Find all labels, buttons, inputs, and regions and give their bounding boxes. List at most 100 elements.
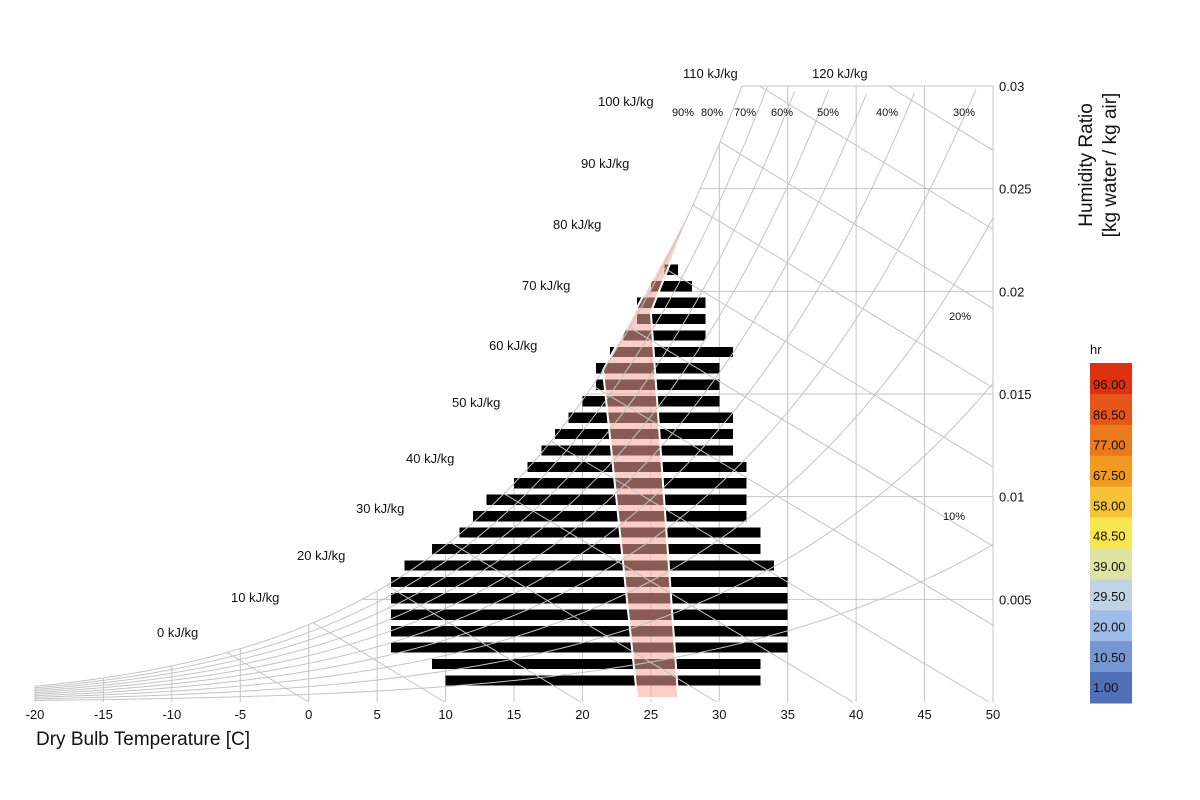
heat-cell bbox=[719, 478, 733, 489]
heat-cell bbox=[472, 593, 487, 604]
heat-cell bbox=[705, 445, 720, 456]
heat-cell bbox=[541, 642, 556, 653]
heat-cell bbox=[691, 593, 706, 604]
heat-cell bbox=[664, 363, 679, 374]
enthalpy-line bbox=[386, 585, 582, 703]
heat-cell bbox=[514, 560, 528, 571]
heat-cell bbox=[705, 363, 720, 374]
heat-cell bbox=[705, 379, 720, 390]
rh-curve bbox=[34, 217, 994, 698]
heat-cell bbox=[568, 593, 583, 604]
enthalpy-label: 100 kJ/kg bbox=[598, 94, 654, 109]
heat-cell bbox=[760, 560, 775, 571]
heat-cell bbox=[459, 675, 473, 686]
heat-cell bbox=[705, 412, 720, 423]
heat-cell bbox=[582, 494, 597, 505]
heat-cell bbox=[486, 543, 501, 555]
heat-cell bbox=[486, 560, 501, 571]
heat-cell bbox=[774, 576, 788, 588]
heat-cell bbox=[486, 593, 501, 604]
heat-cell bbox=[678, 658, 692, 670]
heat-cell bbox=[445, 560, 460, 571]
heat-cell bbox=[732, 642, 747, 653]
heat-cell bbox=[691, 313, 706, 325]
heat-cell bbox=[582, 396, 597, 407]
heat-cell bbox=[541, 494, 556, 505]
heat-cell bbox=[691, 642, 706, 653]
colorbar-title: hr bbox=[1090, 342, 1102, 357]
heat-cell bbox=[390, 593, 405, 604]
x-tick-label: 0 bbox=[305, 707, 312, 722]
heat-cell bbox=[527, 593, 542, 604]
heat-cell bbox=[719, 445, 733, 456]
heat-cell bbox=[732, 560, 747, 571]
heat-cell bbox=[732, 494, 747, 505]
colorbar-label: 39.00 bbox=[1093, 559, 1126, 574]
colorbar-segment bbox=[1090, 393, 1132, 426]
x-tick-label: 45 bbox=[917, 707, 931, 722]
heat-cell bbox=[582, 560, 597, 571]
heat-cell bbox=[609, 511, 624, 522]
heat-cell bbox=[431, 543, 446, 555]
heat-cell bbox=[719, 527, 733, 538]
heat-cell bbox=[732, 511, 747, 522]
colorbar-segment bbox=[1090, 517, 1132, 549]
enthalpy-line bbox=[629, 327, 994, 547]
heat-cell bbox=[459, 658, 473, 670]
heat-cell bbox=[678, 346, 692, 358]
heat-cell bbox=[404, 593, 419, 604]
heat-cell bbox=[664, 478, 679, 489]
colorbar-label: 29.50 bbox=[1093, 589, 1126, 604]
heat-cell bbox=[596, 626, 610, 637]
enthalpy-line bbox=[312, 622, 446, 703]
heat-cell bbox=[445, 543, 460, 555]
heat-cell bbox=[774, 626, 788, 637]
heat-cell bbox=[514, 675, 528, 686]
heat-cell bbox=[596, 445, 610, 456]
heat-cell bbox=[541, 478, 556, 489]
y-tick-label: 0.015 bbox=[999, 387, 1032, 402]
heat-cell bbox=[527, 511, 542, 522]
heat-cell bbox=[596, 527, 610, 538]
comfort-zone-band bbox=[601, 198, 697, 699]
heat-cell bbox=[541, 626, 556, 637]
enthalpy-label: 110 kJ/kg bbox=[683, 66, 738, 81]
heat-cell bbox=[555, 560, 569, 571]
heat-cell bbox=[527, 461, 542, 473]
heat-cell bbox=[582, 412, 597, 423]
heat-cell bbox=[596, 428, 610, 440]
heat-cell bbox=[691, 346, 706, 358]
enthalpy-line bbox=[662, 266, 994, 468]
heat-cell bbox=[568, 642, 583, 653]
heat-cell bbox=[514, 626, 528, 637]
heat-cell bbox=[459, 626, 473, 637]
x-tick-label: -5 bbox=[235, 707, 247, 722]
heat-cell bbox=[527, 494, 542, 505]
heat-cell bbox=[705, 494, 720, 505]
heat-cell bbox=[623, 642, 638, 653]
heat-cell bbox=[486, 642, 501, 653]
heat-cell bbox=[459, 642, 473, 653]
heat-cell bbox=[418, 593, 432, 604]
heat-cell bbox=[664, 494, 679, 505]
heat-cell bbox=[650, 313, 665, 325]
colorbar-label: 20.00 bbox=[1093, 620, 1126, 635]
heat-cell bbox=[650, 330, 665, 341]
heat-cell bbox=[500, 642, 514, 653]
heat-cell bbox=[678, 675, 692, 686]
heat-cell bbox=[732, 527, 747, 538]
y-axis-title: Humidity Ratio [kg water / kg air] bbox=[1076, 93, 1121, 238]
x-tick-label: 5 bbox=[374, 707, 381, 722]
heat-cell bbox=[596, 543, 610, 555]
enthalpy-label: 80 kJ/kg bbox=[553, 217, 601, 232]
colorbar-label: 67.50 bbox=[1093, 468, 1126, 483]
heat-cell bbox=[609, 642, 624, 653]
heat-cell bbox=[472, 609, 487, 620]
heat-cell bbox=[678, 576, 692, 588]
colorbar-segment bbox=[1090, 610, 1132, 642]
heat-cell bbox=[609, 576, 624, 588]
heat-cell bbox=[514, 576, 528, 588]
heat-cell bbox=[719, 675, 733, 686]
heat-cell bbox=[527, 478, 542, 489]
heat-cell bbox=[527, 642, 542, 653]
